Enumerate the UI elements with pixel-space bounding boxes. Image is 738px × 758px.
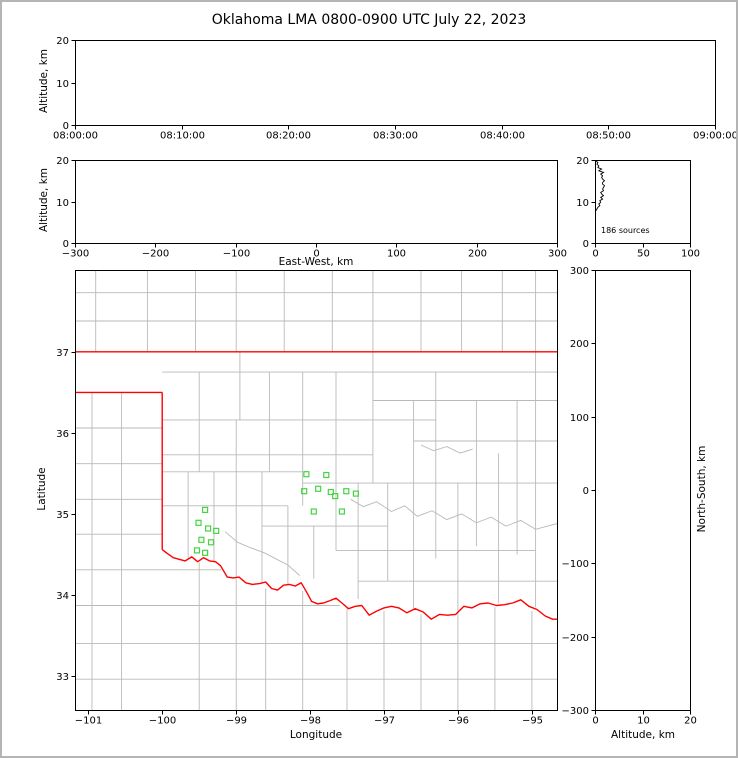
svg-text:−200: −200 <box>142 249 169 260</box>
svg-text:0: 0 <box>583 486 589 497</box>
ew-height-panel: −300 −200 −100 0 100 200 300 0 10 20 <box>56 156 567 260</box>
ew-panel-y-axis-label: Altitude, km <box>38 168 50 233</box>
map-y-axis-label: Latitude <box>36 467 48 511</box>
svg-text:−98: −98 <box>300 716 321 727</box>
lma-station-marker <box>352 490 359 497</box>
svg-text:10: 10 <box>576 198 589 209</box>
svg-text:−96: −96 <box>448 716 469 727</box>
svg-text:37: 37 <box>56 348 69 359</box>
lma-station-marker <box>310 508 317 515</box>
svg-text:08:50:00: 08:50:00 <box>586 131 631 142</box>
svg-text:0: 0 <box>63 239 69 250</box>
map-x-axis-label: Longitude <box>289 729 343 741</box>
time-panel-y-axis-label: Altitude, km <box>38 49 50 114</box>
svg-text:100: 100 <box>681 249 700 260</box>
chart-title: Oklahoma LMA 0800-0900 UTC July 22, 2023 <box>211 12 527 28</box>
svg-text:0: 0 <box>583 239 589 250</box>
svg-text:−200: −200 <box>562 633 589 644</box>
svg-text:300: 300 <box>548 249 567 260</box>
sources-count-label: 186 sources <box>601 226 650 235</box>
svg-text:100: 100 <box>570 413 589 424</box>
svg-text:0: 0 <box>592 716 598 727</box>
svg-text:10: 10 <box>56 198 69 209</box>
svg-text:−99: −99 <box>226 716 247 727</box>
lma-station-marker <box>338 508 345 515</box>
svg-text:09:00:00: 09:00:00 <box>693 131 738 142</box>
svg-text:34: 34 <box>56 591 69 602</box>
svg-text:−95: −95 <box>522 716 543 727</box>
svg-text:20: 20 <box>56 36 69 47</box>
svg-text:−100: −100 <box>149 716 176 727</box>
lma-station-marker <box>193 547 201 554</box>
svg-text:−101: −101 <box>75 716 102 727</box>
svg-text:100: 100 <box>387 249 406 260</box>
svg-text:0: 0 <box>63 121 69 132</box>
lma-station-marker <box>205 525 212 532</box>
svg-text:−100: −100 <box>223 249 250 260</box>
lma-station-marker <box>202 549 209 556</box>
ns-height-panel: 0 10 20 300 200 100 0 −100 −200 −300 <box>562 266 697 727</box>
lma-station-marker <box>343 488 350 495</box>
svg-text:200: 200 <box>468 249 487 260</box>
svg-text:−300: −300 <box>562 706 589 717</box>
ns-panel-y-axis-label: North-South, km <box>696 445 708 533</box>
svg-text:20: 20 <box>576 156 589 167</box>
lma-station-marker <box>315 485 322 492</box>
svg-text:−300: −300 <box>62 249 89 260</box>
map-panel: −101 −100 −99 −98 −97 −96 −95 33 34 35 36 37 <box>56 270 558 727</box>
svg-text:33: 33 <box>56 672 69 683</box>
svg-text:35: 35 <box>56 510 69 521</box>
svg-text:0: 0 <box>592 249 598 260</box>
lma-station-marker <box>213 527 220 535</box>
lma-station-marker <box>303 471 310 478</box>
lma-station-marker <box>327 488 334 496</box>
svg-text:−100: −100 <box>562 559 589 570</box>
ns-panel-x-axis-label: Altitude, km <box>610 729 675 741</box>
svg-text:08:30:00: 08:30:00 <box>373 131 418 142</box>
time-height-panel: 08:00:00 08:10:00 08:20:00 08:30:00 08:40:00… <box>53 36 738 142</box>
svg-text:50: 50 <box>637 249 650 260</box>
svg-text:10: 10 <box>637 716 650 727</box>
ew-panel-x-axis-label: East-West, km <box>278 256 354 268</box>
lma-station-marker <box>198 536 205 543</box>
svg-text:08:10:00: 08:10:00 <box>160 131 205 142</box>
lma-station-marker <box>207 539 215 546</box>
lma-station-marker <box>332 493 339 500</box>
svg-text:08:40:00: 08:40:00 <box>480 131 525 142</box>
svg-text:20: 20 <box>684 716 697 727</box>
svg-text:0: 0 <box>313 249 319 260</box>
svg-text:20: 20 <box>56 156 69 167</box>
svg-text:200: 200 <box>570 339 589 350</box>
lma-station-marker <box>195 519 202 526</box>
svg-text:36: 36 <box>56 429 69 440</box>
svg-text:08:20:00: 08:20:00 <box>266 131 311 142</box>
svg-text:300: 300 <box>570 266 589 277</box>
svg-text:10: 10 <box>56 79 69 90</box>
lma-station-marker <box>301 488 308 495</box>
svg-text:08:00:00: 08:00:00 <box>53 131 98 142</box>
svg-text:−97: −97 <box>374 716 395 727</box>
source-histogram-panel: 0 50 100 0 10 20 <box>576 156 700 260</box>
lma-station-marker <box>323 471 330 479</box>
lma-station-marker <box>202 506 209 513</box>
